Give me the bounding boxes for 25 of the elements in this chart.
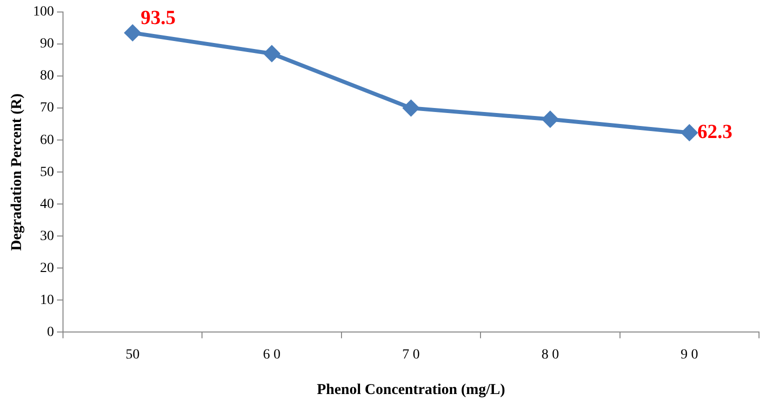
y-tick-label: 70 <box>40 100 54 116</box>
x-axis-title: Phenol Concentration (mg/L) <box>316 382 506 398</box>
point <box>680 124 698 142</box>
x-tick-label: 6 0 <box>263 347 281 362</box>
y-tick-label: 90 <box>40 36 54 52</box>
data-label: 62.3 <box>697 120 732 143</box>
y-tick-label: 100 <box>33 4 54 20</box>
data-label: 93.5 <box>140 6 176 29</box>
y-tick-label: 80 <box>40 68 54 84</box>
y-axis-title: Degradation Percent (R) <box>8 94 25 251</box>
y-tick-label: 30 <box>40 228 54 244</box>
y-tick-label: 60 <box>40 132 54 148</box>
x-tick-label: 9 0 <box>680 347 698 362</box>
x-tick-label: 50 <box>126 347 140 362</box>
y-tick-label: 10 <box>40 292 54 308</box>
y-tick-label: 20 <box>40 260 54 276</box>
x-tick-label: 8 0 <box>541 347 559 362</box>
point <box>263 45 280 62</box>
point <box>402 100 420 117</box>
y-tick-label: 0 <box>47 324 54 340</box>
x-tick-label: 7 0 <box>402 347 420 362</box>
point <box>542 110 559 128</box>
point <box>124 24 142 42</box>
y-tick-label: 50 <box>40 164 54 180</box>
y-tick-label: 40 <box>40 196 54 212</box>
